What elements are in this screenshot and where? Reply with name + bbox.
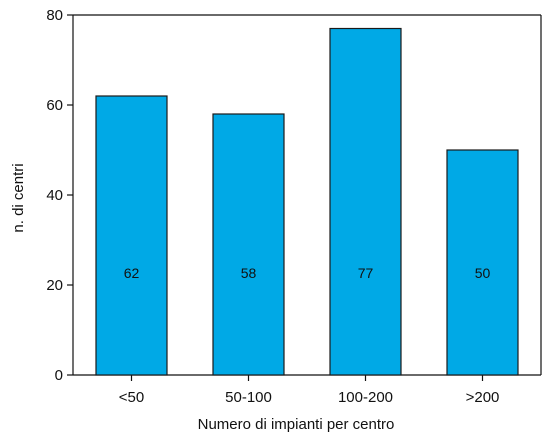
y-tick-label: 80	[46, 7, 63, 24]
y-tick-label: 20	[46, 277, 63, 294]
y-axis-title: n. di centri	[10, 163, 27, 232]
x-axis-title: Numero di impianti per centro	[198, 416, 395, 433]
x-tick-label: >200	[466, 389, 500, 406]
bar	[95, 95, 168, 376]
data-labels-group: 62 58 77 50	[124, 265, 491, 281]
bars-group	[95, 27, 519, 376]
plot-frame	[73, 14, 542, 375]
x-axis: <50 50-100 100-200 >200	[73, 374, 541, 406]
x-tick-label: 50-100	[225, 389, 272, 406]
y-tick-label: 60	[46, 97, 63, 114]
y-axis: 0 20 40 60 80	[46, 7, 74, 384]
x-tick-label: 100-200	[338, 389, 393, 406]
data-label: 58	[241, 265, 257, 281]
y-tick-label: 0	[55, 367, 63, 384]
data-label: 77	[358, 265, 374, 281]
x-tick-label: <50	[119, 389, 144, 406]
data-label: 50	[475, 265, 491, 281]
bar	[212, 113, 285, 376]
data-label: 62	[124, 265, 140, 281]
bar	[446, 149, 519, 376]
bar	[329, 27, 402, 376]
y-tick-label: 40	[46, 187, 63, 204]
